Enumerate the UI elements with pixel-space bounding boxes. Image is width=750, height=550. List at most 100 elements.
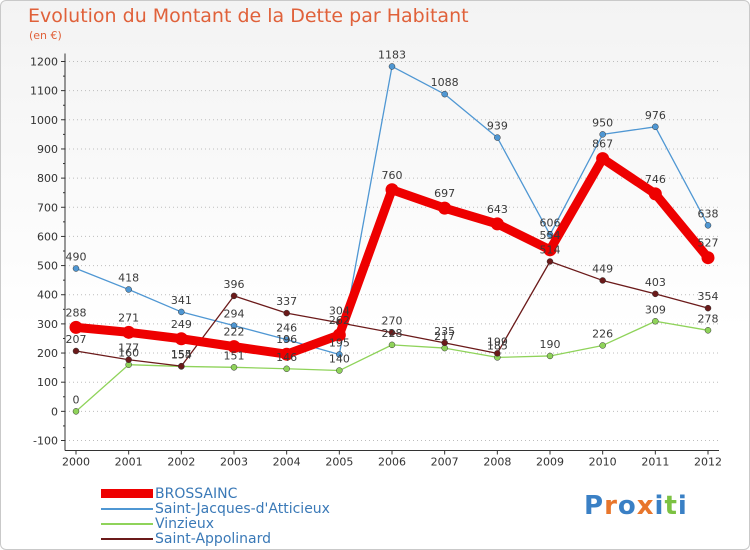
legend-item-vinzieux: Vinzieux xyxy=(101,516,214,531)
data-point xyxy=(280,347,294,361)
y-tick-label: 500 xyxy=(37,260,58,273)
y-tick-label: 1100 xyxy=(30,85,58,98)
logo-letter: o xyxy=(617,491,637,521)
y-tick-label: 700 xyxy=(37,201,58,214)
data-label: 226 xyxy=(592,327,613,340)
legend-label: Saint-Appolinard xyxy=(155,530,272,547)
data-point xyxy=(704,304,712,312)
logo-letter: i xyxy=(654,491,665,521)
logo-letter: P xyxy=(584,491,605,521)
data-point xyxy=(230,292,238,300)
data-label: 228 xyxy=(382,327,403,340)
data-label: 760 xyxy=(382,169,403,182)
data-label: 490 xyxy=(66,250,87,263)
data-point xyxy=(546,258,554,265)
x-tick-label: 2007 xyxy=(431,456,459,469)
data-point xyxy=(652,318,659,325)
y-tick-label: 800 xyxy=(37,172,58,185)
data-label: 195 xyxy=(329,336,350,349)
data-point xyxy=(336,351,343,358)
data-label: 341 xyxy=(171,294,192,307)
data-point xyxy=(441,90,448,98)
y-tick-label: 1200 xyxy=(30,56,58,69)
data-point xyxy=(543,243,557,257)
data-label: 396 xyxy=(224,278,245,291)
data-label: 309 xyxy=(645,303,666,316)
data-label: 160 xyxy=(118,347,139,360)
data-point xyxy=(701,251,715,265)
x-tick-label: 2002 xyxy=(167,456,195,469)
data-label: 222 xyxy=(224,326,245,339)
legend-swatch xyxy=(101,507,153,510)
logo-letter: i xyxy=(677,491,688,521)
data-point xyxy=(385,183,399,197)
y-tick-label: 0 xyxy=(51,405,58,418)
data-label: 418 xyxy=(118,271,139,284)
x-tick-label: 2009 xyxy=(536,456,564,469)
data-point xyxy=(125,286,132,293)
data-point xyxy=(599,131,606,138)
data-label: 294 xyxy=(224,308,245,321)
data-label: 151 xyxy=(224,349,245,362)
data-point xyxy=(438,201,452,215)
data-point xyxy=(388,63,396,70)
data-label: 199 xyxy=(487,335,508,348)
legend-label: Vinzieux xyxy=(155,515,215,532)
x-tick-label: 2003 xyxy=(220,456,248,469)
data-point xyxy=(388,341,396,349)
chart-unit: (en €) xyxy=(29,29,62,42)
data-label: 278 xyxy=(698,312,719,325)
data-label: 554 xyxy=(540,229,561,242)
y-tick-label: 300 xyxy=(37,318,58,331)
data-label: 155 xyxy=(171,348,192,361)
data-label: 867 xyxy=(592,138,613,151)
data-point xyxy=(494,134,501,141)
data-point xyxy=(69,320,83,334)
data-point xyxy=(336,367,343,374)
data-label: 697 xyxy=(434,187,455,200)
data-point xyxy=(122,325,136,339)
data-point xyxy=(599,342,606,349)
data-point xyxy=(72,408,80,415)
data-point xyxy=(227,340,241,354)
data-point xyxy=(230,364,238,371)
data-point xyxy=(648,187,662,201)
data-point xyxy=(125,356,132,363)
data-point xyxy=(494,350,501,357)
data-label: 262 xyxy=(329,314,350,327)
data-label: 606 xyxy=(540,217,561,230)
data-point xyxy=(283,309,290,317)
y-tick-label: 1000 xyxy=(30,114,58,127)
data-point xyxy=(230,322,238,329)
data-label: 643 xyxy=(487,203,508,216)
y-tick-label: 900 xyxy=(37,143,58,156)
data-point xyxy=(546,231,554,238)
data-point xyxy=(178,362,185,370)
data-label: 354 xyxy=(698,290,719,303)
legend-item-brossainc: BROSSAINC xyxy=(101,486,237,501)
data-label: 207 xyxy=(66,333,87,346)
data-point xyxy=(652,290,659,298)
data-point xyxy=(704,222,712,229)
y-tick-label: 100 xyxy=(37,376,58,389)
data-point xyxy=(332,328,346,342)
x-tick-label: 2004 xyxy=(273,456,301,469)
data-label: 638 xyxy=(698,207,719,220)
data-label: 527 xyxy=(698,237,719,250)
data-point xyxy=(283,365,290,373)
data-point xyxy=(490,217,504,231)
data-label: 196 xyxy=(276,333,297,346)
chart-title: Evolution du Montant de la Dette par Hab… xyxy=(28,5,469,27)
data-label: 249 xyxy=(171,318,192,331)
data-point xyxy=(388,329,396,336)
data-label: 271 xyxy=(118,311,139,324)
data-label: 1088 xyxy=(431,76,459,89)
data-point xyxy=(174,332,188,346)
data-label: 403 xyxy=(645,276,666,289)
data-label: 514 xyxy=(540,243,561,256)
data-label: 217 xyxy=(434,330,455,343)
x-tick-label: 2008 xyxy=(483,456,511,469)
data-label: 235 xyxy=(434,325,455,338)
data-label: 140 xyxy=(329,353,350,366)
data-label: 976 xyxy=(645,109,666,122)
